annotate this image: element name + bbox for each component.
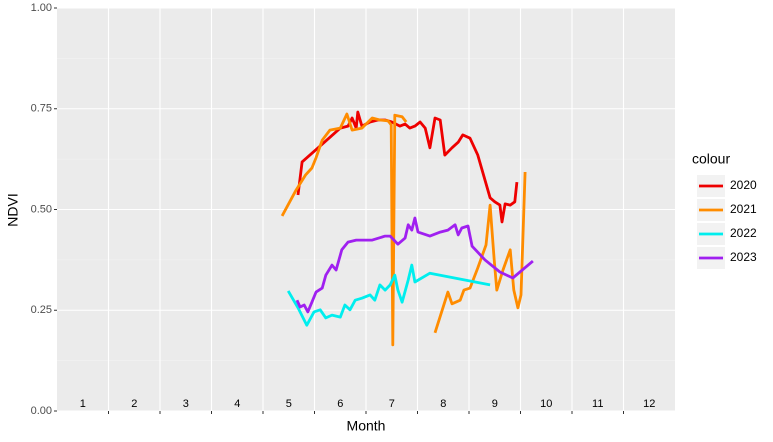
x-tick-label: 4 — [234, 398, 240, 410]
x-tick-label: 12 — [643, 398, 655, 410]
x-tick-label: 8 — [440, 398, 446, 410]
y-tick-label: 0.00 — [31, 405, 52, 417]
series-line — [286, 263, 491, 327]
y-tick-label: 0.25 — [31, 304, 52, 316]
x-tick-label: 2 — [131, 398, 137, 410]
x-axis-title: Month — [347, 418, 386, 434]
legend: 2020 2021 2022 2023 — [697, 175, 757, 269]
x-tick-label: 1 — [80, 398, 86, 410]
legend-label: 2020 — [730, 178, 757, 192]
y-axis-title: NDVI — [5, 193, 21, 226]
series-line — [295, 216, 534, 314]
legend-title: colour — [692, 151, 730, 167]
x-tick-label: 10 — [540, 398, 552, 410]
x-tick-label: 7 — [389, 398, 395, 410]
y-tick-label: 0.75 — [31, 103, 52, 115]
legend-label: 2021 — [730, 202, 757, 216]
x-tick-label: 11 — [592, 398, 603, 410]
series-line — [296, 110, 519, 224]
grid — [57, 7, 675, 412]
legend-label: 2023 — [730, 250, 757, 264]
x-tick-label: 6 — [337, 398, 343, 410]
y-tick-label: 0.50 — [31, 203, 52, 215]
x-tick-label: 5 — [286, 398, 292, 410]
lines — [280, 110, 534, 347]
y-tick-label: 1.00 — [31, 2, 52, 14]
x-tick-label: 3 — [183, 398, 189, 410]
x-tick-label: 9 — [492, 398, 498, 410]
legend-label: 2022 — [730, 226, 757, 240]
series-line — [280, 112, 527, 347]
